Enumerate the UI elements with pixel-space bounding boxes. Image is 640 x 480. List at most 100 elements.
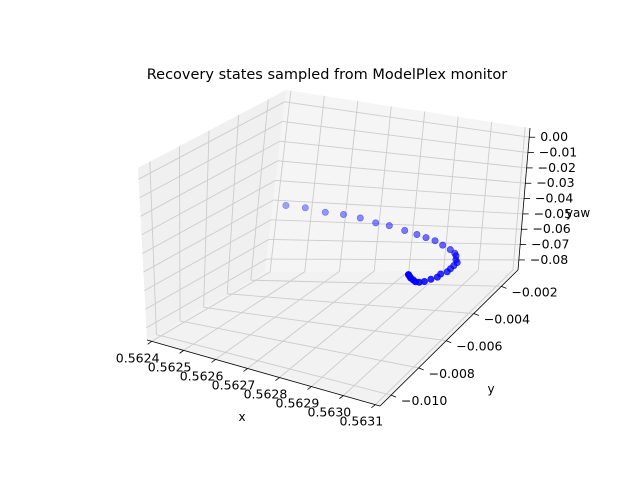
x-tick-mark — [371, 404, 376, 408]
x-tick-label: 0.5625 — [148, 359, 192, 374]
y-tick-label: −0.002 — [511, 284, 557, 299]
x-gridline-back — [339, 101, 359, 272]
z-tick-label: −0.08 — [530, 252, 568, 267]
y-gridline-left — [250, 99, 269, 281]
x-tick-label: 0.5629 — [276, 396, 320, 411]
z-tick-label: −0.02 — [538, 160, 576, 175]
x-tick-mark — [211, 359, 216, 363]
x-tick-mark — [147, 341, 152, 345]
y-tick-label: −0.006 — [456, 339, 502, 354]
y-gridline-left — [149, 161, 157, 335]
y-axis-line — [379, 269, 519, 407]
z-gridline-left — [138, 101, 285, 180]
z-gridline-back — [275, 180, 525, 200]
y-tick-label: −0.010 — [401, 393, 447, 408]
x-tick-label: 0.5624 — [116, 350, 160, 365]
z-gridline-left — [144, 219, 272, 292]
y-axis-ticks: −0.002 −0.004 −0.006 −0.008 −0.010 — [390, 284, 558, 408]
z-gridline-left — [146, 258, 267, 329]
z-gridline-back — [280, 140, 527, 169]
data-point — [439, 241, 447, 249]
y-tick-mark — [446, 340, 452, 344]
y-tick-label: −0.008 — [429, 366, 475, 381]
z-axis-line — [517, 127, 531, 271]
chart-title: Recovery states sampled from ModelPlex m… — [147, 67, 508, 83]
y-tick-label: −0.004 — [484, 312, 530, 327]
x-axis-label: x — [238, 410, 245, 424]
x-axis-line — [146, 339, 381, 407]
x-gridline-floor — [311, 270, 444, 387]
z-tick-label: −0.01 — [539, 145, 577, 160]
z-tick-label: 0.00 — [540, 129, 568, 144]
data-point — [413, 231, 421, 239]
z-gridline-back — [282, 121, 528, 154]
x-tick-label: 0.5628 — [244, 387, 288, 402]
y-tick-mark — [418, 367, 424, 371]
data-point — [433, 273, 441, 281]
back-pane — [265, 90, 530, 272]
x-tick-label: 0.5627 — [212, 377, 256, 392]
z-gridline-back — [271, 219, 522, 230]
data-point — [422, 234, 430, 242]
z-gridline-back — [273, 199, 523, 215]
z-gridline-back — [266, 258, 519, 261]
data-point — [356, 214, 364, 222]
z-gridline-left — [140, 140, 281, 217]
y-gridline-floor — [250, 279, 502, 287]
x-gridline-floor — [279, 270, 410, 378]
x-gridline-floor — [151, 271, 271, 342]
x-gridline-back — [408, 111, 426, 271]
data-point — [427, 275, 435, 283]
data-point — [385, 222, 393, 230]
x-gridline-back — [304, 95, 325, 272]
x-gridline-back — [373, 106, 392, 272]
floor-pane — [147, 270, 518, 406]
y-gridline-left — [226, 114, 240, 294]
z-tick-label: −0.05 — [534, 206, 572, 221]
x-gridline-floor — [247, 270, 375, 369]
z-tick-label: −0.07 — [531, 237, 569, 252]
z-tick-label: −0.06 — [532, 221, 570, 236]
x-gridline-floor — [183, 271, 306, 351]
axes-lines — [146, 127, 531, 407]
x-gridline-floor — [343, 269, 479, 396]
x-gridline-floor — [375, 269, 514, 406]
data-point — [372, 219, 380, 227]
scatter-points — [282, 202, 461, 286]
data-point — [301, 204, 309, 212]
z-tick-label: −0.03 — [536, 175, 574, 190]
x-gridline-back — [269, 90, 292, 273]
x-tick-mark — [275, 377, 280, 381]
y-tick-mark — [473, 313, 479, 316]
data-point — [446, 246, 454, 254]
z-gridline-left — [141, 160, 279, 236]
x-tick-mark — [339, 395, 344, 399]
x-tick-mark — [179, 350, 184, 354]
y-tick-mark — [501, 285, 507, 289]
data-point — [401, 227, 409, 235]
data-point — [321, 208, 329, 216]
data-point — [404, 271, 412, 279]
z-gridline-back — [277, 160, 526, 184]
y-gridline-floor — [227, 293, 474, 314]
data-point — [443, 268, 451, 276]
y-gridline-floor — [156, 334, 392, 396]
x-tick-label: 0.5626 — [180, 368, 224, 383]
axes-grid — [138, 90, 530, 406]
z-gridline-left — [142, 180, 276, 254]
data-point — [339, 211, 347, 219]
z-tick-label: −0.04 — [535, 191, 573, 206]
x-tick-mark — [243, 368, 248, 372]
y-gridline-floor — [179, 320, 419, 369]
y-gridline-floor — [203, 306, 447, 342]
z-gridline-left — [145, 239, 269, 310]
x-tick-mark — [307, 386, 312, 390]
z-gridline-back — [284, 101, 530, 138]
z-axis-label: yaw — [566, 206, 590, 220]
y-tick-mark — [390, 394, 397, 398]
x-tick-label: 0.5631 — [339, 414, 383, 429]
z-gridline-left — [143, 199, 274, 273]
y-axis-label: y — [487, 382, 494, 396]
